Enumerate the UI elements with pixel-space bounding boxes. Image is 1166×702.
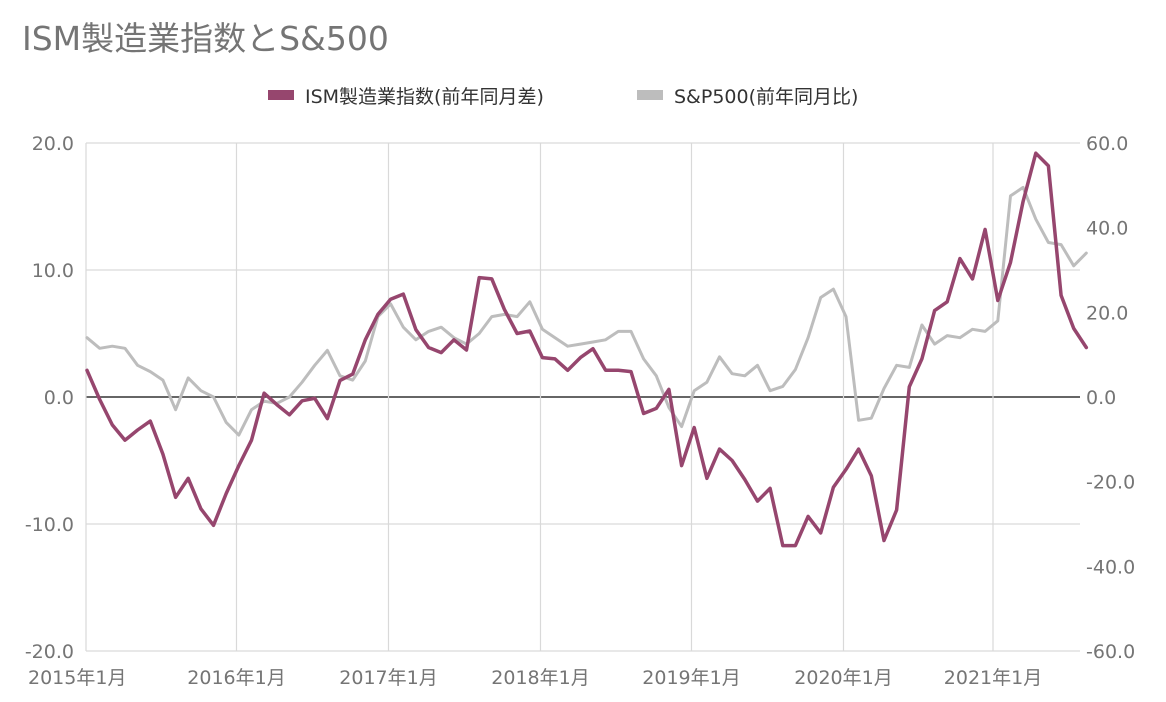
y-right-tick-label: 0.0 — [1086, 387, 1116, 409]
y-right-tick-label: 40.0 — [1086, 218, 1128, 240]
y-right-tick-label: -60.0 — [1086, 641, 1135, 663]
x-tick-label: 2021年1月 — [944, 667, 1042, 689]
x-tick-label: 2015年1月 — [28, 667, 126, 689]
y-left-tick-label: 20.0 — [32, 133, 74, 155]
legend: ISM製造業指数(前年同月差) S&P500(前年同月比) — [268, 86, 858, 108]
y-left-tick-label: -20.0 — [25, 641, 74, 663]
x-tick-label: 2020年1月 — [794, 667, 892, 689]
x-tick-label: 2017年1月 — [339, 667, 437, 689]
x-tick-label: 2019年1月 — [642, 667, 740, 689]
y-right-tick-label: 20.0 — [1086, 302, 1128, 324]
x-tick-label: 2016年1月 — [187, 667, 285, 689]
axis-labels: -20.0 -10.0 0.0 10.0 20.0 -60.0 -40.0 -20.0 0.0 2… — [25, 133, 1135, 689]
legend-swatch-sp500 — [637, 90, 663, 100]
chart-title: ISM製造業指数とS&500 — [22, 19, 389, 58]
y-right-tick-label: 60.0 — [1086, 133, 1128, 155]
y-right-tick-label: -20.0 — [1086, 472, 1135, 494]
x-tick-label: 2018年1月 — [491, 667, 589, 689]
legend-label-sp500: S&P500(前年同月比) — [674, 86, 858, 108]
y-left-tick-label: -10.0 — [25, 514, 74, 536]
y-left-tick-label: 0.0 — [44, 387, 74, 409]
series-line-ism — [85, 151, 1089, 548]
y-left-tick-label: 10.0 — [32, 260, 74, 282]
gridlines — [85, 142, 1080, 652]
y-right-tick-label: -40.0 — [1086, 556, 1135, 578]
series-lines — [85, 151, 1089, 548]
series-line-sp500 — [85, 185, 1088, 437]
legend-swatch-ism — [268, 90, 294, 100]
legend-label-ism: ISM製造業指数(前年同月差) — [305, 86, 544, 108]
